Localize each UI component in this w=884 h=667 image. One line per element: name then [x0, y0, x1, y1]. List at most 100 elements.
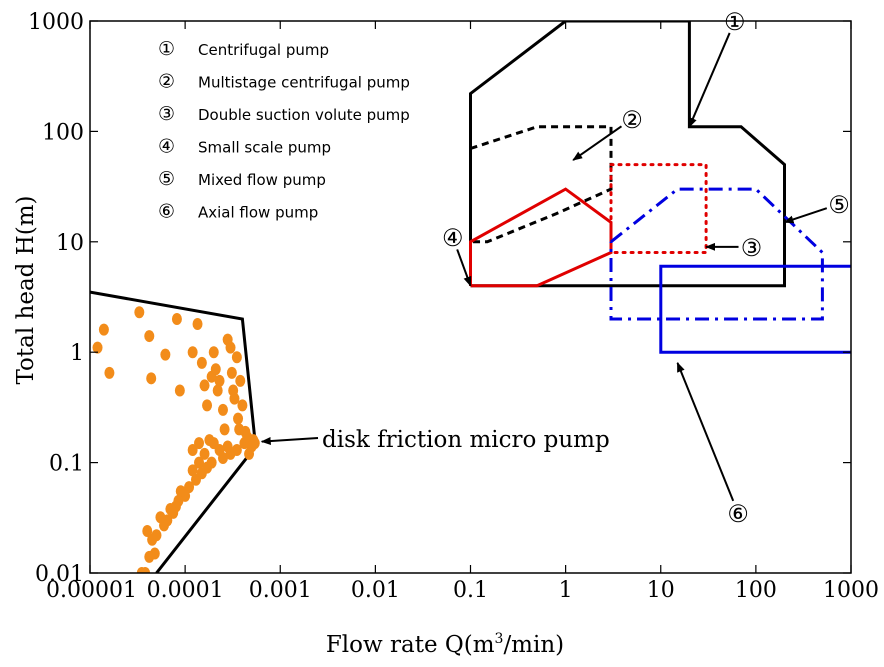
data-point	[144, 550, 155, 563]
data-point	[237, 399, 248, 412]
data-point	[187, 464, 198, 477]
legend-label: Centrifugal pump	[198, 41, 329, 59]
legend: ① Centrifugal pump ② Multistage centrifugal…	[158, 38, 410, 223]
callout-label: ⑥	[727, 500, 749, 528]
callout-label: ④	[442, 224, 464, 252]
y-tick-label: 1	[70, 341, 84, 366]
data-point	[194, 456, 205, 469]
region-pump-②	[470, 125, 613, 244]
y-tick-label: 10	[56, 231, 84, 256]
region-pump-③	[609, 163, 708, 254]
data-point	[155, 511, 166, 524]
data-point	[214, 374, 225, 387]
data-point	[229, 392, 240, 405]
x-tick-label: 0.001	[249, 578, 312, 603]
y-tick-label: 0.01	[35, 562, 84, 587]
data-point	[222, 440, 233, 453]
legend-label: Double suction volute pump	[198, 106, 410, 124]
legend-marker: ①	[158, 38, 175, 60]
data-point	[187, 444, 198, 457]
legend-label: Mixed flow pump	[198, 171, 326, 189]
callouts: ① ② ③ ④ ⑤ ⑥	[442, 8, 850, 528]
x-tick-label: 0.01	[351, 578, 400, 603]
x-axis-title-superscript: 3	[495, 631, 504, 647]
region-micro-pump	[90, 290, 258, 573]
y-axis-title: Total head H(m)	[13, 195, 39, 384]
data-point	[194, 437, 205, 450]
data-point	[144, 330, 155, 343]
region-pump-⑥	[659, 264, 851, 354]
x-tick-label: 0.00001	[46, 578, 137, 603]
data-point	[196, 356, 207, 369]
callout-label: ⑤	[828, 191, 850, 219]
data-point	[92, 341, 103, 354]
region-pump-⑤	[609, 187, 824, 321]
data-point	[204, 434, 215, 447]
x-tick-label: 0.0001	[147, 578, 224, 603]
legend-marker: ③	[158, 103, 175, 125]
data-point	[192, 318, 203, 331]
y-tick-label: 100	[42, 120, 84, 145]
data-point	[165, 502, 176, 515]
x-tick-label: 0.1	[453, 578, 488, 603]
data-point	[142, 525, 153, 538]
legend-marker: ⑥	[158, 201, 175, 223]
data-point	[244, 447, 255, 460]
data-point	[147, 533, 158, 546]
callout-arrow	[688, 32, 731, 128]
legend-marker: ②	[158, 71, 175, 93]
legend-label: Multistage centrifugal pump	[198, 74, 410, 92]
data-point	[210, 363, 221, 376]
callout-arrow	[783, 207, 828, 224]
legend-marker: ⑤	[158, 168, 175, 190]
region-pump-④	[469, 187, 613, 288]
data-point	[235, 374, 246, 387]
data-point	[226, 366, 237, 379]
data-point	[208, 346, 219, 359]
data-point	[249, 437, 260, 450]
axis-ticks: 0.00001 0.0001 0.001 0.01 0.1 1 10 100 1000 0.01 0…	[28, 10, 879, 603]
x-tick-label: 1000	[823, 578, 879, 603]
data-point	[104, 366, 115, 379]
data-point	[199, 379, 210, 392]
data-point	[171, 312, 182, 325]
legend-label: Axial flow pump	[198, 204, 318, 222]
data-point	[219, 423, 230, 436]
data-point	[199, 447, 210, 460]
data-point	[174, 384, 185, 397]
legend-label: Small scale pump	[198, 139, 331, 157]
data-point	[240, 425, 251, 438]
x-axis-title: Flow rate Q(m3/min)	[326, 631, 564, 658]
data-point	[134, 306, 145, 319]
callout-arrow	[676, 361, 735, 502]
pump-regions	[90, 21, 851, 573]
data-point	[212, 384, 223, 397]
x-axis-title-main: Flow rate Q(m	[326, 632, 495, 658]
data-point	[202, 399, 213, 412]
data-point	[231, 351, 242, 364]
legend-marker: ④	[158, 136, 175, 158]
x-tick-label: 1	[559, 578, 573, 603]
callout-label: ②	[621, 106, 643, 134]
callout-label: ①	[724, 8, 746, 36]
data-point	[146, 372, 157, 385]
micro-pump-annotation: disk friction micro pump	[322, 427, 610, 453]
data-point	[187, 346, 198, 359]
callout-label: ③	[741, 234, 763, 262]
data-point	[233, 412, 244, 425]
x-axis-title-unit: /min)	[503, 632, 564, 658]
callout-arrow	[456, 249, 472, 287]
data-point	[98, 323, 109, 336]
data-point	[190, 473, 201, 486]
data-point	[217, 403, 228, 416]
y-tick-label: 0.1	[49, 452, 84, 477]
data-point	[136, 567, 147, 573]
callout-arrow	[572, 125, 623, 161]
data-point	[160, 348, 171, 361]
data-point	[225, 341, 236, 354]
x-tick-label: 10	[647, 578, 675, 603]
y-tick-label: 1000	[28, 10, 84, 35]
micro-pump-annotation-arrow	[260, 437, 319, 446]
x-tick-label: 100	[735, 578, 777, 603]
